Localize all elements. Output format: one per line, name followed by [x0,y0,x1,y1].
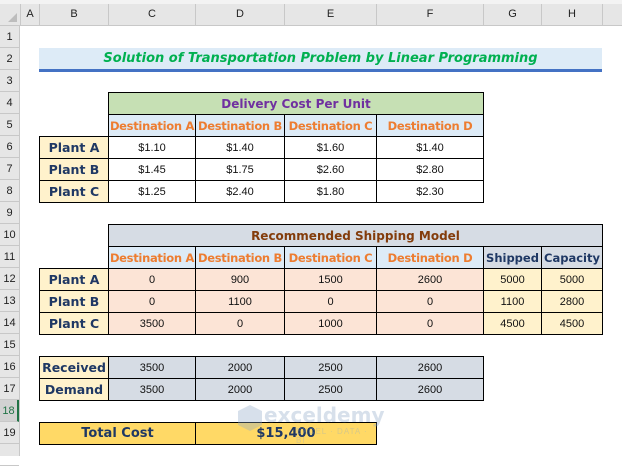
shipping-table-header[interactable]: Recommended Shipping Model [108,224,603,247]
cost-cell[interactable]: $2.60 [284,158,377,181]
row-header-15[interactable]: 15 [0,334,19,356]
demand-cell[interactable]: 2500 [284,378,377,401]
demand-cell[interactable]: 2600 [376,378,484,401]
cost-cell[interactable]: $2.30 [376,180,484,203]
ship-cell[interactable]: 0 [195,312,285,335]
ship-cell[interactable]: 0 [376,312,484,335]
column-header-a[interactable]: A [20,4,39,25]
row-header-10[interactable]: 10 [0,224,19,246]
ship-cell[interactable]: 1100 [195,290,285,313]
ship-cell[interactable]: 0 [108,268,196,291]
row-header-20[interactable] [0,444,19,466]
total-cost-value[interactable]: $15,400 [195,422,377,445]
row-header-11[interactable]: 11 [0,246,19,268]
received-cell[interactable]: 2000 [195,356,285,379]
column-header-c[interactable]: C [108,4,195,25]
cost-cell[interactable]: $1.25 [108,180,196,203]
row-header-1[interactable]: 1 [0,26,19,48]
demand-label[interactable]: Demand [39,378,109,401]
ship-cell[interactable]: 2600 [376,268,484,291]
cost-plant-a-label[interactable]: Plant A [39,136,109,159]
ship-plant-c-label[interactable]: Plant C [39,312,109,335]
cost-plant-b-label[interactable]: Plant B [39,158,109,181]
cost-cell[interactable]: $1.75 [195,158,285,181]
row-header-2[interactable]: 2 [0,48,19,70]
row-header-17[interactable]: 17 [0,378,19,400]
cost-dest-b-header[interactable]: Destination B [195,114,285,137]
ship-cell[interactable]: 3500 [108,312,196,335]
row-header-14[interactable]: 14 [0,312,19,334]
received-cell[interactable]: 3500 [108,356,196,379]
total-cost-label[interactable]: Total Cost [39,422,196,445]
column-header-e[interactable]: E [284,4,376,25]
ship-plant-a-label[interactable]: Plant A [39,268,109,291]
row-header-12[interactable]: 12 [0,268,19,290]
ship-dest-b-header[interactable]: Destination B [195,246,285,269]
cost-cell[interactable]: $2.80 [376,158,484,181]
shipped-header[interactable]: Shipped [483,246,542,269]
shipped-cell[interactable]: 1100 [483,290,542,313]
ship-cell[interactable]: 900 [195,268,285,291]
cost-dest-a-header[interactable]: Destination A [108,114,196,137]
select-all-corner[interactable] [0,4,20,25]
ship-cell[interactable]: 0 [108,290,196,313]
demand-cell[interactable]: 3500 [108,378,196,401]
shipped-cell[interactable]: 5000 [483,268,542,291]
cost-cell[interactable]: $2.40 [195,180,285,203]
row-header-8[interactable]: 8 [0,180,19,202]
ship-plant-b-label[interactable]: Plant B [39,290,109,313]
ship-cell[interactable]: 0 [376,290,484,313]
row-header-13[interactable]: 13 [0,290,19,312]
cost-plant-c-label[interactable]: Plant C [39,180,109,203]
column-header-bar: A B C D E F G H [0,0,622,26]
capacity-header[interactable]: Capacity [541,246,603,269]
row-header-16[interactable]: 16 [0,356,19,378]
column-header-f[interactable]: F [376,4,483,25]
ship-dest-c-header[interactable]: Destination C [284,246,377,269]
ship-cell[interactable]: 0 [284,290,377,313]
cost-cell[interactable]: $1.10 [108,136,196,159]
row-header-9[interactable]: 9 [0,202,19,224]
received-label[interactable]: Received [39,356,109,379]
column-header-g[interactable]: G [483,4,541,25]
sheet-title[interactable]: Solution of Transportation Problem by Li… [39,48,602,72]
ship-dest-a-header[interactable]: Destination A [108,246,196,269]
row-header-19[interactable]: 19 [0,422,19,444]
cost-cell[interactable]: $1.60 [284,136,377,159]
received-cell[interactable]: 2500 [284,356,377,379]
row-header-bar: 1 2 3 4 5 6 7 8 9 10 11 12 13 14 15 16 1… [0,26,20,466]
cost-cell[interactable]: $1.80 [284,180,377,203]
row-header-4[interactable]: 4 [0,92,19,114]
row-header-6[interactable]: 6 [0,136,19,158]
cost-table-header[interactable]: Delivery Cost Per Unit [108,92,484,115]
column-header-h[interactable]: H [541,4,602,25]
capacity-cell[interactable]: 5000 [541,268,603,291]
ship-dest-d-header[interactable]: Destination D [376,246,484,269]
ship-cell[interactable]: 1500 [284,268,377,291]
row-header-18-selected[interactable]: 18 [0,400,19,422]
column-header-b[interactable]: B [39,4,108,25]
demand-cell[interactable]: 2000 [195,378,285,401]
row-header-3[interactable]: 3 [0,70,19,92]
cost-cell[interactable]: $1.40 [376,136,484,159]
cost-dest-c-header[interactable]: Destination C [284,114,377,137]
cost-cell[interactable]: $1.45 [108,158,196,181]
received-cell[interactable]: 2600 [376,356,484,379]
ship-cell[interactable]: 1000 [284,312,377,335]
cost-dest-d-header[interactable]: Destination D [376,114,484,137]
shipped-cell[interactable]: 4500 [483,312,542,335]
capacity-cell[interactable]: 2800 [541,290,603,313]
formula-bar-edge [0,0,622,4]
column-header-i[interactable] [602,4,622,25]
capacity-cell[interactable]: 4500 [541,312,603,335]
row-header-5[interactable]: 5 [0,114,19,136]
cost-cell[interactable]: $1.40 [195,136,285,159]
column-header-d[interactable]: D [195,4,284,25]
row-header-7[interactable]: 7 [0,158,19,180]
